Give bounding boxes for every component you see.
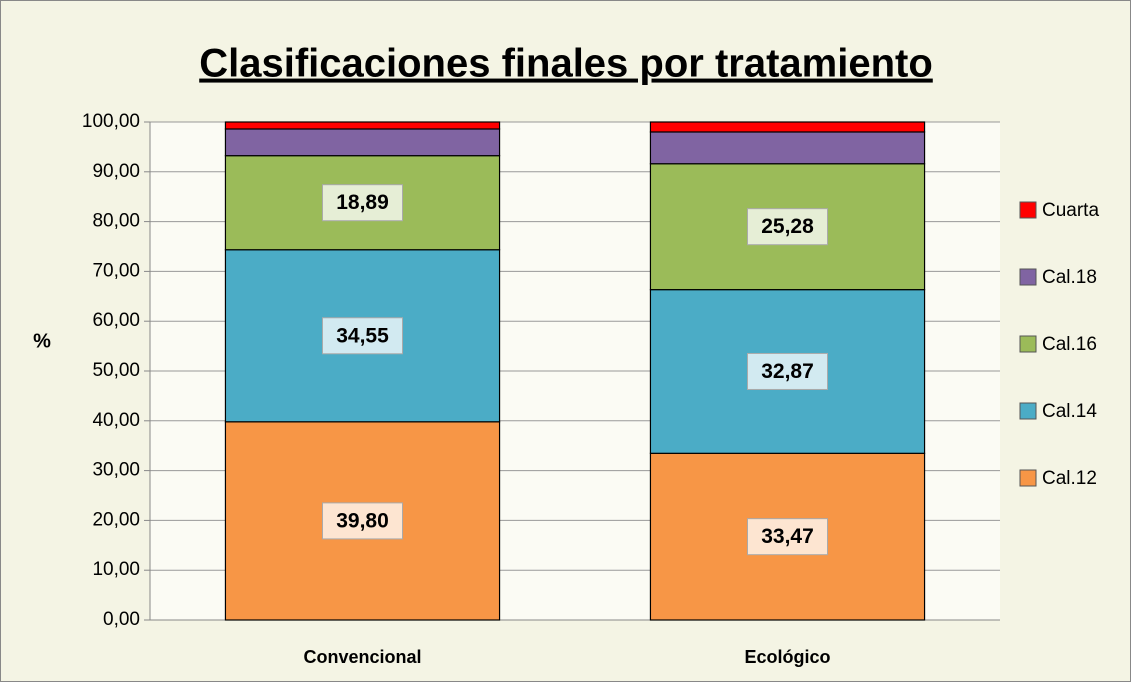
legend-swatch <box>1019 201 1037 219</box>
y-tick-label: 50,00 <box>92 360 140 381</box>
data-label: 39,80 <box>336 509 389 532</box>
legend-label: Cal.14 <box>1042 401 1097 422</box>
bar-segment <box>649 121 926 133</box>
chart-title: Clasificaciones finales por tratamiento <box>199 42 933 86</box>
data-label-box <box>747 518 828 556</box>
data-label-box <box>747 352 828 390</box>
bar-segment <box>224 128 501 157</box>
y-tick-label: 60,00 <box>92 310 140 331</box>
y-tick-label: 40,00 <box>92 410 140 431</box>
y-axis-label: % <box>33 330 51 352</box>
data-label: 18,89 <box>336 191 389 214</box>
data-label: 33,47 <box>761 525 814 548</box>
data-label: 34,55 <box>336 324 389 347</box>
legend-swatch <box>1019 469 1037 487</box>
data-label-box <box>322 502 403 540</box>
legend-label: Cal.16 <box>1042 334 1097 355</box>
y-tick-label: 70,00 <box>92 260 140 281</box>
y-tick-label: 90,00 <box>92 161 140 182</box>
data-label: 25,28 <box>761 215 814 238</box>
y-tick-label: 100,00 <box>82 111 140 132</box>
legend-label: Cuarta <box>1042 200 1099 221</box>
x-tick-label: Ecológico <box>744 647 830 667</box>
legend-swatch <box>1019 268 1037 286</box>
legend-swatch <box>1019 335 1037 353</box>
bar-segment <box>649 131 926 165</box>
data-label-box <box>322 317 403 355</box>
legend-label: Cal.12 <box>1042 468 1097 489</box>
bar-segment <box>224 121 501 130</box>
y-tick-label: 30,00 <box>92 460 140 481</box>
x-tick-label: Convencional <box>303 647 421 667</box>
y-tick-label: 0,00 <box>103 609 140 630</box>
data-label: 32,87 <box>761 360 814 383</box>
y-tick-label: 20,00 <box>92 509 140 530</box>
data-label-box <box>747 208 828 246</box>
y-tick-label: 80,00 <box>92 211 140 232</box>
legend-swatch <box>1019 402 1037 420</box>
y-tick-label: 10,00 <box>92 559 140 580</box>
data-label-box <box>322 184 403 222</box>
legend-label: Cal.18 <box>1042 267 1097 288</box>
